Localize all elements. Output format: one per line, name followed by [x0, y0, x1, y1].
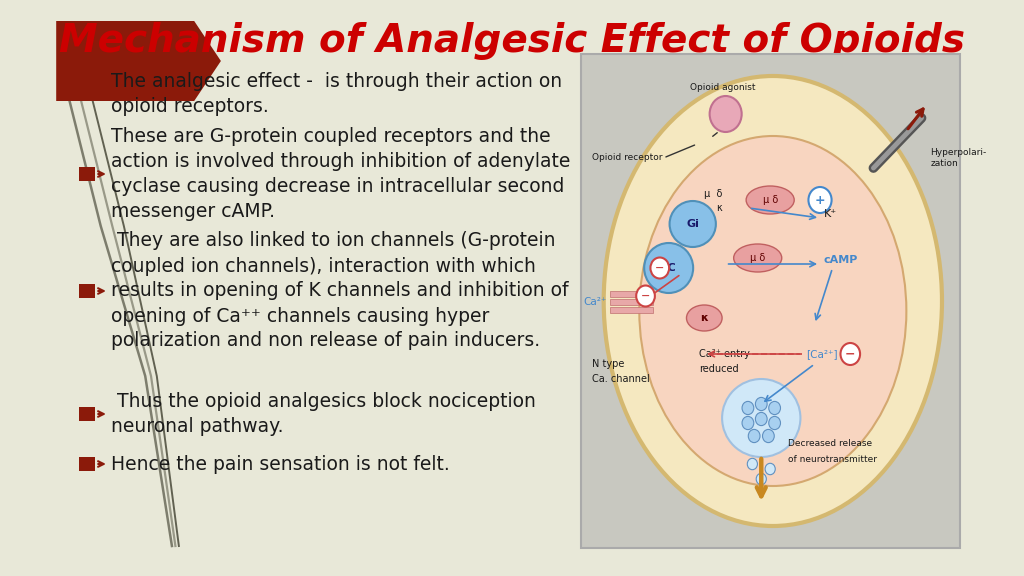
Text: AC: AC: [660, 263, 677, 273]
Text: μ δ: μ δ: [763, 195, 778, 205]
Circle shape: [748, 458, 758, 469]
Circle shape: [765, 463, 775, 475]
Circle shape: [742, 401, 754, 415]
Circle shape: [756, 473, 766, 484]
Text: μ  δ: μ δ: [705, 189, 722, 199]
Text: Thus the opioid analgesics block nociception
neuronal pathway.: Thus the opioid analgesics block nocicep…: [112, 392, 537, 436]
Text: −: −: [655, 263, 665, 273]
Ellipse shape: [809, 187, 831, 213]
Ellipse shape: [670, 201, 716, 247]
Bar: [610, 291, 652, 297]
FancyBboxPatch shape: [582, 54, 959, 548]
Circle shape: [756, 397, 767, 411]
Text: −: −: [845, 347, 855, 361]
Text: [Ca²⁺]: [Ca²⁺]: [806, 349, 838, 359]
Text: Mechanism of Analgesic Effect of Opioids: Mechanism of Analgesic Effect of Opioids: [59, 22, 965, 60]
Text: Opioid receptor: Opioid receptor: [592, 153, 663, 162]
Text: The analgesic effect -  is through their action on
opioid receptors.: The analgesic effect - is through their …: [112, 72, 562, 116]
Text: K⁺: K⁺: [823, 209, 837, 219]
Text: Decreased release: Decreased release: [788, 439, 872, 449]
Ellipse shape: [746, 186, 795, 214]
Text: +: +: [815, 194, 825, 207]
Ellipse shape: [841, 343, 860, 365]
Text: κ: κ: [717, 203, 722, 213]
Ellipse shape: [636, 286, 655, 306]
Ellipse shape: [650, 257, 669, 279]
Text: They are also linked to ion channels (G-protein
coupled ion channels), interacti: They are also linked to ion channels (G-…: [112, 232, 569, 351]
Ellipse shape: [644, 243, 693, 293]
Circle shape: [756, 412, 767, 426]
Ellipse shape: [733, 244, 781, 272]
Circle shape: [749, 429, 760, 442]
Text: Hyperpolari-
zation: Hyperpolari- zation: [931, 148, 987, 168]
Text: These are G-protein coupled receptors and the
action is involved through inhibit: These are G-protein coupled receptors an…: [112, 127, 570, 221]
Text: Gi: Gi: [686, 219, 699, 229]
FancyBboxPatch shape: [79, 284, 95, 298]
FancyBboxPatch shape: [79, 87, 95, 101]
Text: cAMP: cAMP: [823, 255, 858, 265]
Text: Ca²⁺ entry: Ca²⁺ entry: [699, 349, 750, 359]
Text: reduced: reduced: [699, 364, 738, 374]
FancyBboxPatch shape: [79, 167, 95, 181]
Ellipse shape: [722, 379, 801, 457]
Ellipse shape: [710, 96, 741, 132]
FancyBboxPatch shape: [79, 457, 95, 471]
Bar: [610, 299, 652, 305]
Polygon shape: [56, 21, 221, 101]
Text: N type: N type: [592, 359, 625, 369]
Text: Ca²⁺: Ca²⁺: [583, 297, 606, 307]
Circle shape: [763, 429, 774, 442]
Text: Hence the pain sensation is not felt.: Hence the pain sensation is not felt.: [112, 454, 451, 473]
Circle shape: [769, 416, 780, 430]
Ellipse shape: [604, 76, 942, 526]
Text: of neurotransmitter: of neurotransmitter: [788, 454, 877, 464]
Text: κ: κ: [700, 313, 709, 323]
FancyBboxPatch shape: [79, 407, 95, 421]
Circle shape: [742, 416, 754, 430]
Ellipse shape: [639, 136, 906, 486]
Ellipse shape: [686, 305, 722, 331]
Circle shape: [769, 401, 780, 415]
Text: Opioid agonist: Opioid agonist: [690, 84, 756, 93]
Text: −: −: [641, 291, 650, 301]
Text: μ δ: μ δ: [750, 253, 765, 263]
Bar: [610, 307, 652, 313]
Text: Ca. channel: Ca. channel: [592, 374, 650, 384]
